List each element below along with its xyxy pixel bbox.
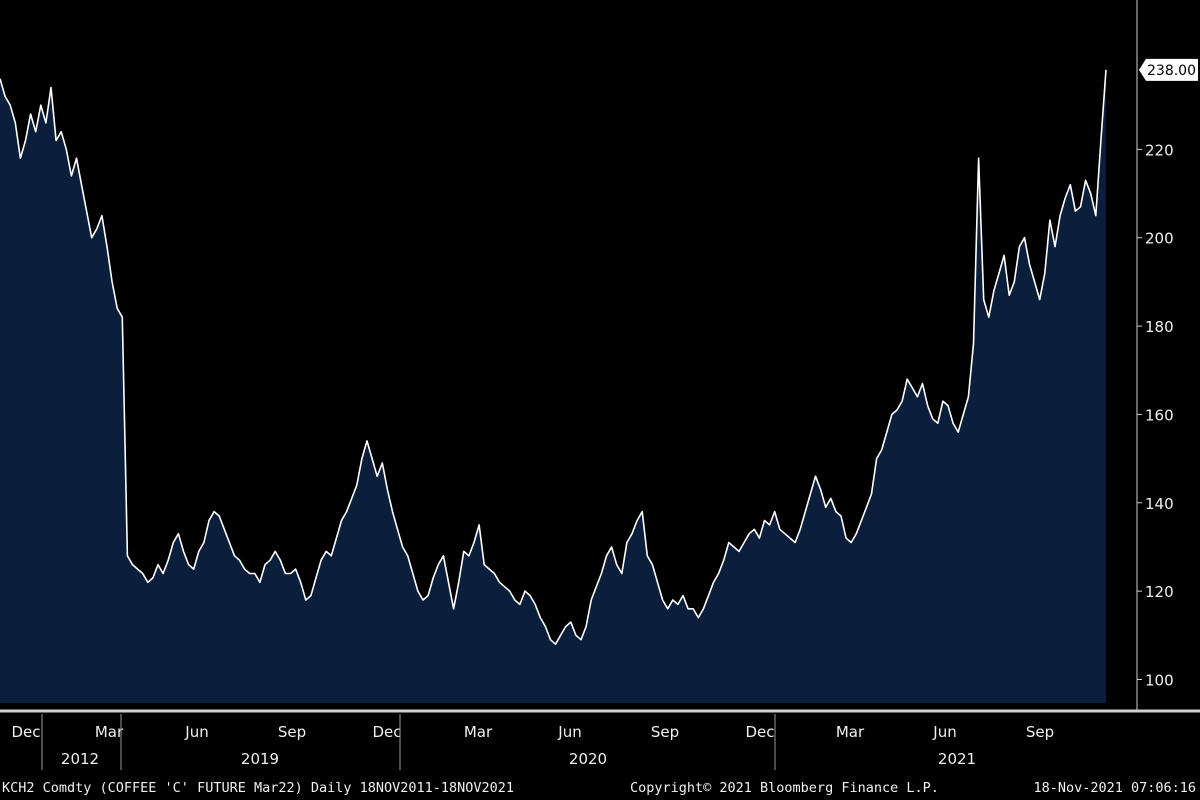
- last-value-tag: [1139, 58, 1198, 81]
- y-tick-label: 180: [1145, 318, 1174, 336]
- last-value-label: 238.00: [1147, 63, 1196, 79]
- y-tick-label: 220: [1145, 141, 1174, 159]
- y-tick-label: 160: [1145, 406, 1174, 424]
- price-line: [0, 69, 1107, 645]
- x-tick-label: Sep: [1026, 723, 1054, 741]
- plot-area: [0, 69, 1107, 704]
- last-value-marker: 238.00: [1139, 58, 1198, 81]
- year-label: 2019: [241, 750, 279, 768]
- x-tick-label: Dec: [745, 723, 774, 741]
- y-axis: 100 120 140 160 180 200 220: [1136, 0, 1174, 712]
- year-label: 2021: [938, 750, 976, 768]
- security-description: KCH2 Comdty (COFFEE 'C' FUTURE Mar22) Da…: [2, 780, 514, 796]
- price-area: [0, 69, 1106, 704]
- x-tick-label: Dec: [11, 723, 40, 741]
- x-tick-label: Jun: [184, 723, 208, 741]
- x-tick-label: Mar: [836, 723, 865, 741]
- x-tick-label: Jun: [557, 723, 581, 741]
- timestamp-text: 18-Nov-2021 07:06:16: [1033, 780, 1196, 796]
- y-tick-label: 100: [1145, 671, 1174, 689]
- x-tick-label: Mar: [95, 723, 124, 741]
- copyright-text: Copyright© 2021 Bloomberg Finance L.P.: [630, 780, 939, 796]
- y-tick-label: 140: [1145, 495, 1174, 513]
- x-tick-label: Sep: [278, 723, 306, 741]
- x-tick-label: Sep: [651, 723, 679, 741]
- year-label: 2020: [569, 750, 607, 768]
- x-tick-label: Dec: [372, 723, 401, 741]
- y-tick-label: 200: [1145, 230, 1174, 248]
- year-label: 2012: [61, 750, 99, 768]
- x-tick-label: Jun: [932, 723, 956, 741]
- year-axis: 2012 2019 2020 2021: [41, 714, 976, 770]
- x-tick-label: Mar: [464, 723, 493, 741]
- y-tick-label: 120: [1145, 583, 1174, 601]
- x-axis: Dec Mar Jun Sep Dec Mar Jun Sep Dec Mar Jun Sep: [0, 709, 1200, 741]
